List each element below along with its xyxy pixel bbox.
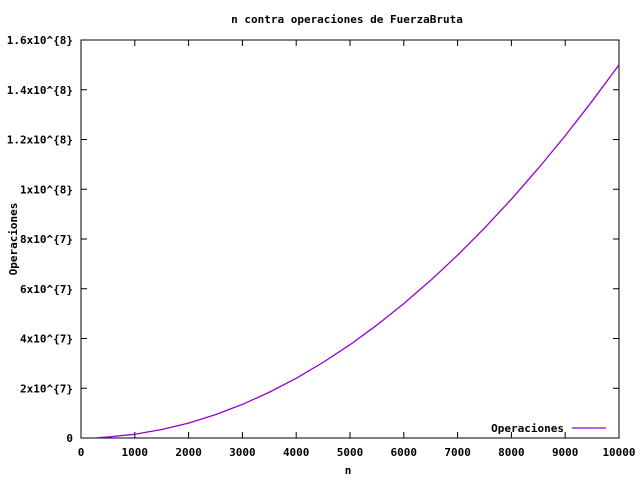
y-axis: 0 2x10^{7} 4x10^{7} 6x10^{7} 8x10^{7} 1x10^{8… (7, 34, 619, 445)
x-tick-label: 8000 (498, 446, 525, 459)
x-tick-label: 1000 (122, 446, 149, 459)
y-tick-label: 1.4x10^{8} (7, 84, 73, 97)
x-tick-label: 9000 (552, 446, 579, 459)
x-tick-label: 0 (78, 446, 85, 459)
y-tick-label: 1.6x10^{8} (7, 34, 73, 47)
series-operaciones-points (96, 64, 619, 438)
plot-frame (80, 39, 620, 439)
x-tick-label: 10000 (602, 446, 635, 459)
chart-title: n contra operaciones de FuerzaBruta (231, 13, 463, 26)
y-tick-label: 4x10^{7} (20, 333, 73, 346)
y-tick-label: 2x10^{7} (20, 382, 73, 395)
series-operaciones-line (97, 64, 620, 439)
x-tick-label: 2000 (175, 446, 202, 459)
x-axis: 0 1000 2000 3000 4000 5000 6000 7000 8000 9000 100… (78, 40, 636, 459)
y-tick-label: 8x10^{7} (20, 233, 73, 246)
x-tick-label: 4000 (283, 446, 310, 459)
x-tick-label: 3000 (229, 446, 256, 459)
y-tick-label: 6x10^{7} (20, 283, 73, 296)
y-tick-label: 0 (66, 432, 73, 445)
x-axis-label: n (345, 464, 352, 477)
x-tick-label: 7000 (444, 446, 471, 459)
legend-label-operaciones: Operaciones (491, 422, 564, 435)
y-axis-label: Operaciones (7, 203, 20, 276)
x-tick-label: 5000 (337, 446, 364, 459)
x-tick-label: 6000 (391, 446, 418, 459)
legend: Operaciones (491, 422, 606, 435)
y-tick-label: 1x10^{8} (20, 183, 73, 196)
y-tick-label: 1.2x10^{8} (7, 134, 73, 147)
